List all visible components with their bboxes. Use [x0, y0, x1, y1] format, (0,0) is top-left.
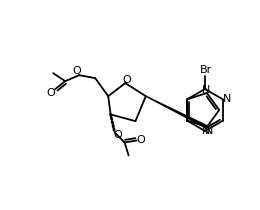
Text: O: O	[122, 75, 131, 85]
Text: Br: Br	[200, 65, 212, 75]
Text: N: N	[202, 126, 210, 136]
Text: N: N	[202, 85, 210, 95]
Text: O: O	[73, 66, 82, 76]
Text: N: N	[223, 94, 231, 105]
Text: O: O	[136, 135, 145, 146]
Text: O: O	[47, 88, 56, 98]
Text: N: N	[205, 126, 213, 136]
Text: O: O	[113, 130, 122, 140]
Polygon shape	[146, 96, 207, 128]
